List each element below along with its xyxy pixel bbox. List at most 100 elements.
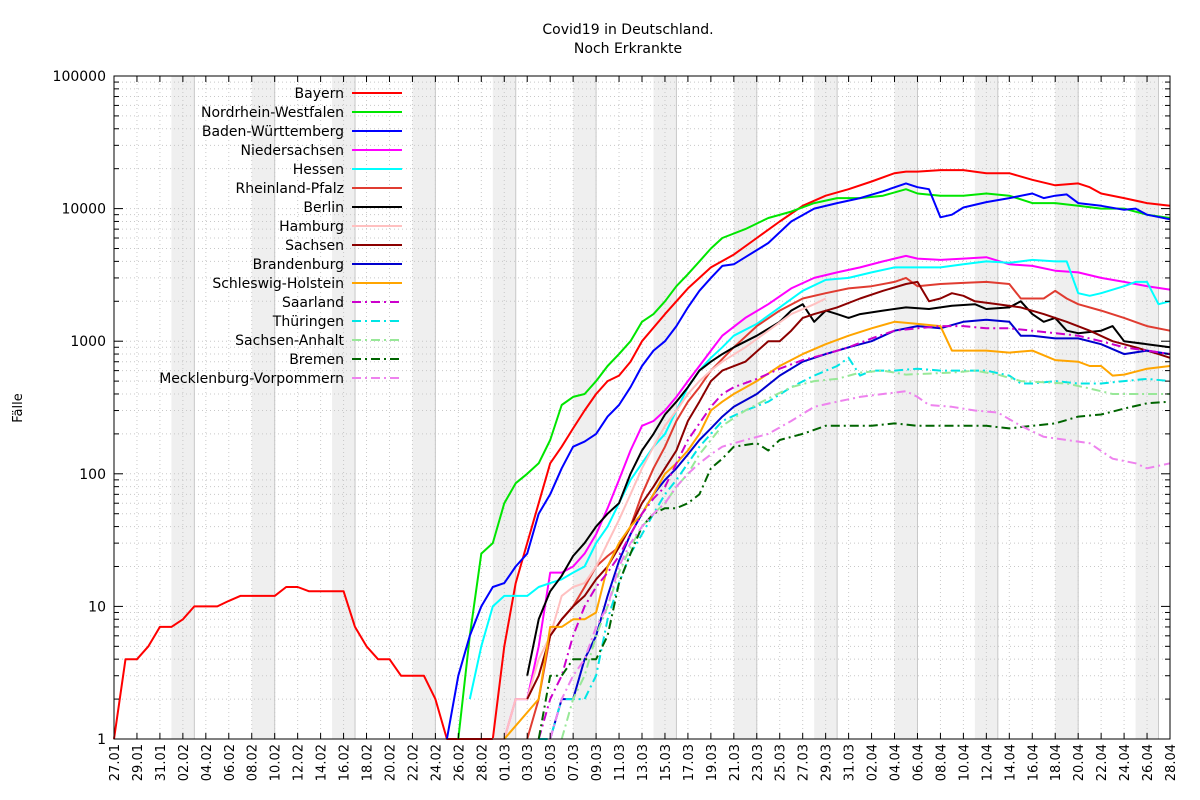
x-tick-label: 25.03 — [774, 744, 789, 781]
weekend-band — [492, 76, 516, 739]
x-tick-label: 31.01 — [154, 744, 169, 781]
x-tick-label: 04.02 — [200, 744, 215, 781]
series-line-schleswig-holstein — [503, 320, 1171, 740]
x-tick-label: 10.02 — [269, 744, 284, 781]
x-tick-label: 14.04 — [1003, 744, 1018, 781]
legend: Bayern Nordrhein-Westfalen Baden-Württembe… — [159, 86, 402, 387]
x-tick-label: 04.04 — [889, 744, 904, 781]
series-line-saarland — [537, 325, 1171, 740]
x-tick-label: 03.03 — [521, 744, 536, 781]
weekend-band — [814, 76, 838, 739]
series-line-baden-w-rttemberg — [445, 182, 1171, 740]
series-line-sachsen-anhalt — [560, 369, 1170, 740]
y-axis: 1 10 100 1000 10000 100000 — [53, 69, 1170, 748]
x-tick-label: 24.02 — [429, 744, 444, 781]
x-tick-label: 22.04 — [1095, 744, 1110, 781]
series-line-mecklenburg-vorpommern — [549, 390, 1171, 740]
x-tick-label: 11.03 — [613, 744, 628, 781]
y-tick-label: 10 — [88, 599, 106, 615]
weekend-band — [1055, 76, 1079, 739]
x-tick-label: 20.04 — [1072, 744, 1087, 781]
series-line-brandenburg — [549, 318, 1171, 740]
x-tick-label: 16.04 — [1026, 744, 1041, 781]
series-line-hessen — [468, 258, 1171, 700]
x-tick-label: 28.04 — [1164, 744, 1179, 781]
x-tick-label: 23.03 — [751, 744, 766, 781]
series-line-niedersachsen — [492, 254, 1171, 740]
x-tick-label: 19.03 — [705, 744, 720, 781]
x-tick-label: 09.03 — [590, 744, 605, 781]
y-tick-label: 1 — [97, 732, 106, 748]
weekend-band — [894, 76, 918, 739]
legend-label-nordrhein-westfalen: Nordrhein-Westfalen — [201, 105, 344, 121]
y-tick-label: 100 — [79, 467, 106, 483]
x-tick-label: 31.03 — [843, 744, 858, 781]
x-tick-label: 16.02 — [338, 744, 353, 781]
grid — [113, 76, 1171, 739]
chart-subtitle: Noch Erkrankte — [574, 41, 682, 57]
x-tick-label: 29.03 — [820, 744, 835, 781]
legend-label-sachsen-anhalt: Sachsen-Anhalt — [235, 333, 344, 349]
x-tick-label: 06.04 — [911, 744, 926, 781]
x-tick-label: 12.02 — [292, 744, 307, 781]
legend-label-hessen: Hessen — [293, 162, 344, 178]
x-tick-label: 06.02 — [223, 744, 238, 781]
series-line-bayern — [113, 169, 1171, 740]
legend-label-sachsen: Sachsen — [285, 238, 344, 254]
x-tick-label: 18.04 — [1049, 744, 1064, 781]
x-tick-label: 24.04 — [1118, 744, 1133, 781]
x-tick-label: 15.03 — [659, 744, 674, 781]
x-tick-label: 14.02 — [315, 744, 330, 781]
legend-label-bayern: Bayern — [295, 86, 344, 102]
weekend-band — [171, 76, 195, 739]
x-tick-label: 13.03 — [636, 744, 651, 781]
legend-label-rheinland-pfalz: Rheinland-Pfalz — [236, 181, 344, 197]
series-line-rheinland-pfalz — [526, 276, 1171, 740]
y-tick-label: 10000 — [61, 202, 106, 218]
weekend-band — [251, 76, 275, 739]
x-tick-label: 18.02 — [361, 744, 376, 781]
x-tick-label: 28.02 — [475, 744, 490, 781]
weekend-band — [653, 76, 677, 739]
x-tick-label: 29.01 — [131, 744, 146, 781]
weekend-band — [1135, 76, 1159, 739]
x-tick-label: 08.02 — [246, 744, 261, 781]
series-line-th-ringen — [538, 356, 1171, 740]
x-tick-label: 27.03 — [797, 744, 812, 781]
series-line-bremen — [537, 400, 1171, 740]
legend-label-th-ringen: Thüringen — [272, 314, 344, 330]
series-line-nordrhein-westfalen — [457, 188, 1171, 740]
legend-label-berlin: Berlin — [303, 200, 344, 216]
x-tick-label: 21.03 — [728, 744, 743, 781]
legend-label-mecklenburg-vorpommern: Mecklenburg-Vorpommern — [159, 371, 344, 387]
legend-label-saarland: Saarland — [282, 295, 344, 311]
weekend-band — [974, 76, 998, 739]
x-tick-label: 08.04 — [934, 744, 949, 781]
y-axis-label: Fälle — [11, 393, 26, 422]
x-tick-label: 22.02 — [406, 744, 421, 781]
legend-label-bremen: Bremen — [289, 352, 344, 368]
x-tick-label: 26.04 — [1141, 744, 1156, 781]
x-tick-label: 02.02 — [177, 744, 192, 781]
x-tick-label: 05.03 — [544, 744, 559, 781]
chart-title: Covid19 in Deutschland. — [542, 22, 713, 38]
y-tick-label: 1000 — [70, 334, 106, 350]
series-lines — [113, 169, 1171, 740]
x-tick-label: 10.04 — [957, 744, 972, 781]
x-tick-label: 17.03 — [682, 744, 697, 781]
weekend-band — [332, 76, 356, 739]
series-line-berlin — [526, 300, 1171, 676]
x-tick-label: 26.02 — [452, 744, 467, 781]
x-tick-label: 12.04 — [980, 744, 995, 781]
legend-label-schleswig-holstein: Schleswig-Holstein — [212, 276, 344, 292]
x-tick-label: 02.04 — [866, 744, 881, 781]
x-tick-label: 01.03 — [498, 744, 513, 781]
x-tick-label: 07.03 — [567, 744, 582, 781]
legend-label-hamburg: Hamburg — [279, 219, 344, 235]
legend-label-baden-w-rttemberg: Baden-Württemberg — [202, 124, 344, 140]
x-axis: 27.01 29.01 31.01 02.02 04.02 06.02 08.02 10.02… — [108, 76, 1179, 781]
y-tick-label: 100000 — [53, 69, 106, 85]
weekend-shading — [171, 76, 1160, 739]
legend-label-brandenburg: Brandenburg — [253, 257, 344, 273]
